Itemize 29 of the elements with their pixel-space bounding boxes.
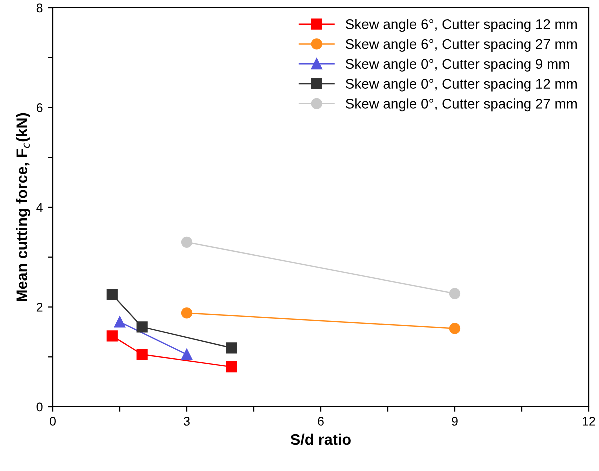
point xyxy=(181,308,193,319)
y-tick-label: 6 xyxy=(36,104,43,112)
legend-label: Skew angle 6°, Cutter spacing 12 mm xyxy=(346,19,577,32)
y-tick-label: 0 xyxy=(36,402,43,412)
point xyxy=(106,330,118,342)
x-axis-title: S/d ratio xyxy=(290,434,351,446)
y-tick-label: 2 xyxy=(36,303,43,312)
legend-label: Skew angle 0°, Cutter spacing 27 mm xyxy=(346,98,577,112)
point xyxy=(114,316,126,328)
x-tick-label: 9 xyxy=(452,417,458,426)
x-tick-label: 3 xyxy=(184,417,190,426)
y-tick-label: 4 xyxy=(36,203,43,212)
point xyxy=(136,349,148,360)
point xyxy=(181,349,193,360)
point xyxy=(136,322,148,333)
legend-label: Skew angle 6°, Cutter spacing 27 mm xyxy=(346,39,577,52)
x-tick-label: 12 xyxy=(583,417,596,426)
legend-label: Skew angle 0°, Cutter spacing 9 mm xyxy=(346,58,570,72)
point xyxy=(226,362,238,373)
legend-label: Skew angle 0°, Cutter spacing 12 mm xyxy=(346,78,577,92)
x-tick-label: 0 xyxy=(50,417,56,426)
point xyxy=(449,288,461,300)
x-tick-label: 6 xyxy=(318,417,324,426)
y-tick-label: 8 xyxy=(36,4,43,13)
point xyxy=(106,289,118,300)
point xyxy=(226,342,238,354)
y-axis-title: Mean cutting force, F$_{c}$(kN) xyxy=(16,113,31,302)
point xyxy=(181,236,193,248)
point xyxy=(449,323,461,334)
